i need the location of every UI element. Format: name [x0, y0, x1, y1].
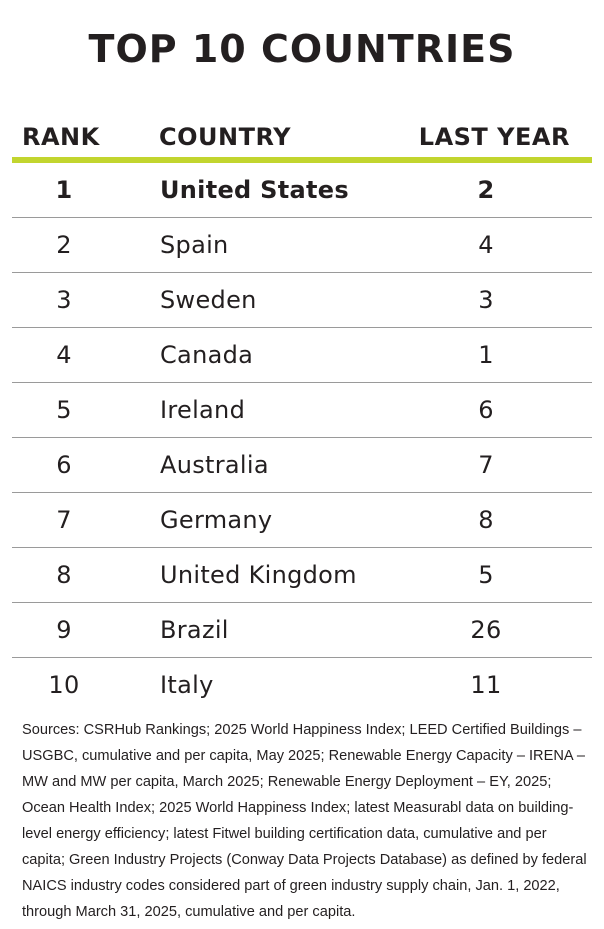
last-year-cell: 26 [470, 616, 502, 644]
last-year-cell: 3 [478, 286, 494, 314]
header-accent-rule [12, 157, 592, 163]
rank-cell: 3 [56, 286, 72, 314]
last-year-cell: 11 [470, 671, 502, 699]
table-row: 4 Canada 1 [12, 328, 592, 383]
table-row: 2 Spain 4 [12, 218, 592, 273]
rank-cell: 2 [56, 231, 72, 259]
country-cell: Sweden [160, 286, 257, 314]
rank-cell: 10 [48, 671, 80, 699]
rank-cell: 5 [56, 396, 72, 424]
last-year-cell: 7 [478, 451, 494, 479]
last-year-cell: 2 [477, 176, 495, 204]
last-year-cell: 1 [478, 341, 494, 369]
rank-cell: 8 [56, 561, 72, 589]
column-header-country: COUNTRY [159, 123, 292, 151]
table-row: 6 Australia 7 [12, 438, 592, 493]
last-year-cell: 4 [478, 231, 494, 259]
column-header-rank: RANK [22, 123, 100, 151]
page-title: TOP 10 COUNTRIES [88, 27, 516, 71]
last-year-cell: 8 [478, 506, 494, 534]
table-row: 1 United States 2 [12, 163, 592, 218]
rank-cell: 6 [56, 451, 72, 479]
table-row: 8 United Kingdom 5 [12, 548, 592, 603]
country-cell: Italy [160, 671, 214, 699]
country-cell: Germany [160, 506, 273, 534]
last-year-cell: 5 [478, 561, 494, 589]
rank-cell: 4 [56, 341, 72, 369]
table-row: 7 Germany 8 [12, 493, 592, 548]
country-cell: United States [160, 176, 349, 204]
table-row: 5 Ireland 6 [12, 383, 592, 438]
table-row: 3 Sweden 3 [12, 273, 592, 328]
column-header-last-year: LAST YEAR [418, 123, 570, 151]
country-cell: Canada [160, 341, 254, 369]
country-cell: Spain [160, 231, 229, 259]
country-cell: Ireland [160, 396, 246, 424]
table-row: 9 Brazil 26 [12, 603, 592, 658]
country-cell: United Kingdom [160, 561, 357, 589]
rankings-table: 1 United States 2 2 Spain 4 3 Sweden 3 4… [12, 163, 592, 712]
country-cell: Brazil [160, 616, 229, 644]
table-row: 10 Italy 11 [12, 658, 592, 712]
table-header: RANK COUNTRY LAST YEAR [12, 116, 592, 158]
rank-cell: 7 [56, 506, 72, 534]
last-year-cell: 6 [478, 396, 494, 424]
rank-cell: 9 [56, 616, 72, 644]
sources-footnote: Sources: CSRHub Rankings; 2025 World Hap… [22, 722, 587, 920]
country-cell: Australia [160, 451, 269, 479]
rank-cell: 1 [55, 176, 73, 204]
